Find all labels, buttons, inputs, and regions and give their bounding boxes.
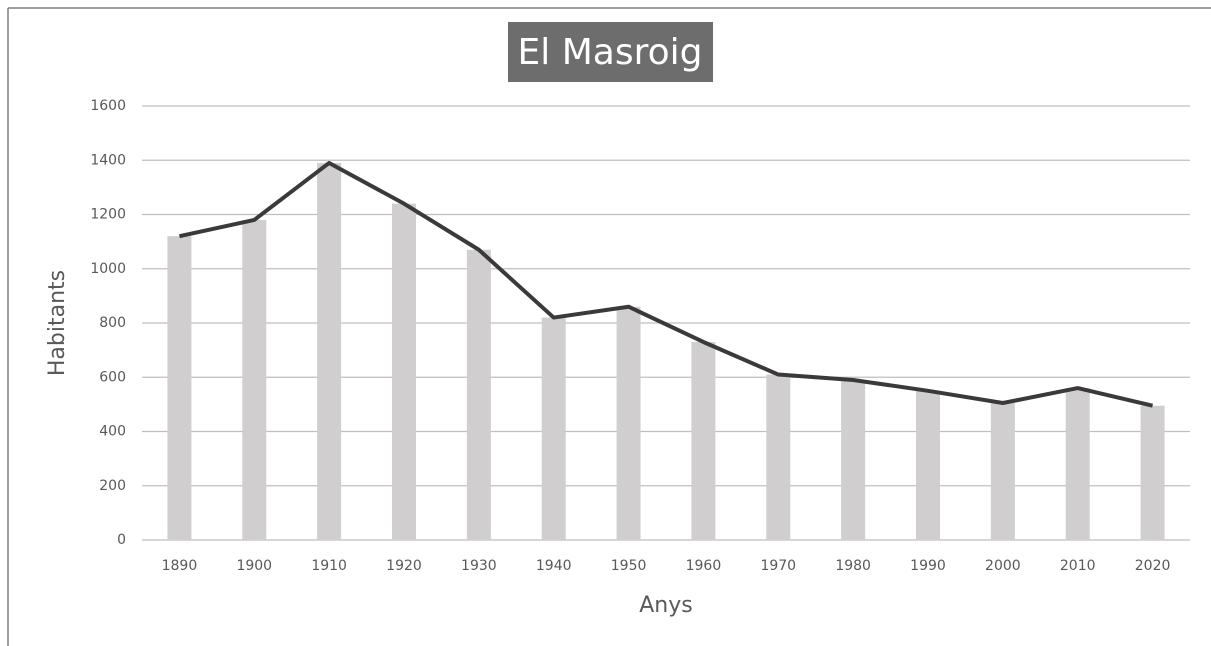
bar [616,306,641,540]
bar [541,317,566,540]
x-tick-label: 2020 [1135,558,1171,574]
y-tick-label: 1600 [90,98,126,114]
bar [317,162,342,540]
y-tick-label: 400 [99,424,126,440]
bar [766,374,791,540]
bar [167,236,192,540]
y-tick-label: 1000 [90,261,126,277]
bar [242,219,267,541]
x-tick-label: 1900 [236,558,272,574]
bar [1065,388,1090,540]
bar [466,249,491,540]
x-tick-label: 1940 [536,558,572,574]
x-tick-label: 1920 [386,558,422,574]
bar [1140,405,1165,540]
y-tick-label: 200 [99,478,126,494]
y-tick-label: 600 [99,369,126,385]
chart-title: El Masroig [518,32,703,73]
y-tick-label: 1400 [90,152,126,168]
x-axis-label: Anys [639,593,692,618]
y-axis-label: Habitants [45,270,70,376]
x-tick-label: 1960 [686,558,722,574]
bar [916,390,940,540]
line [179,160,1154,408]
x-tick-label: 2000 [985,558,1021,574]
bar [990,403,1015,540]
title-box [508,22,713,82]
x-tick-label: 2010 [1060,558,1096,574]
x-tick-label: 1930 [461,558,497,574]
y-tick-label: 1200 [90,207,126,223]
x-tick-label: 1910 [311,558,347,574]
y-tick-label: 800 [99,315,126,331]
x-tick-label: 1890 [162,558,198,574]
bar [392,203,416,540]
y-tick-label: 0 [117,532,126,548]
bar [691,341,716,540]
x-tick-label: 1990 [910,558,946,574]
x-tick-label: 1950 [611,558,647,574]
x-tick-label: 1970 [760,558,796,574]
x-tick-label: 1980 [835,558,871,574]
bar [841,379,866,540]
